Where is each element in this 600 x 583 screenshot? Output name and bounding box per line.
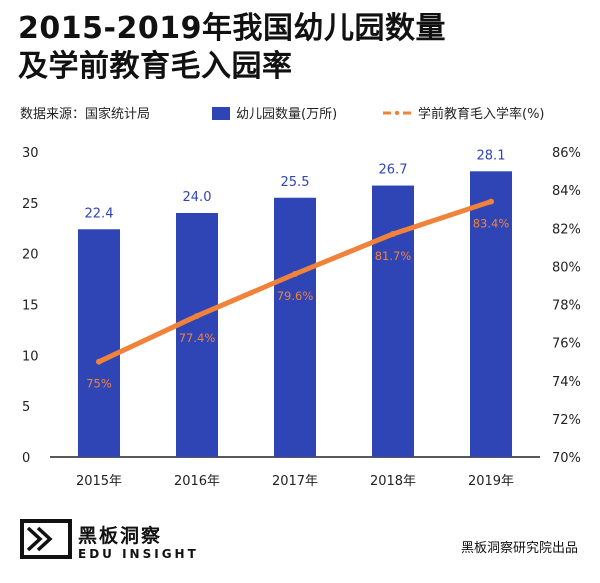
bar — [176, 213, 218, 457]
x-tick-label: 2015年 — [76, 474, 122, 489]
y-right-tick-label: 70% — [552, 451, 581, 466]
line-series: 75% 77.4% 79.6% 81.7% 83.4% — [86, 198, 510, 391]
line-value-label: 81.7% — [375, 249, 412, 263]
y-right-tick-label: 76% — [552, 337, 581, 352]
bar — [470, 171, 512, 458]
y-right-tick-label: 80% — [552, 260, 581, 275]
line-point — [194, 312, 200, 319]
bar — [78, 229, 120, 457]
legend-line-label: 学前教育毛入学率(%) — [418, 106, 545, 122]
y-left-tick-label: 15 — [22, 299, 39, 314]
bar-value-label: 22.4 — [85, 206, 114, 221]
line-point — [488, 198, 494, 205]
y-right-tick-label: 86% — [552, 146, 581, 161]
bar — [372, 185, 414, 458]
y-left-tick-label: 0 — [22, 451, 30, 466]
bar-value-label: 24.0 — [183, 190, 212, 205]
bar-value-label: 25.5 — [281, 175, 310, 190]
x-axis-labels: 2015年 2016年 2017年 2018年 2019年 — [76, 474, 514, 489]
y-right-tick-label: 72% — [552, 413, 581, 428]
x-tick-label: 2019年 — [468, 474, 514, 489]
bar-value-label: 28.1 — [477, 148, 506, 163]
line-value-label: 75% — [86, 377, 112, 391]
y-right-tick-label: 78% — [552, 299, 581, 314]
title-line-2: 及学前教育毛入园率 — [18, 49, 293, 84]
line-value-label: 83.4% — [473, 217, 510, 231]
line-value-label: 77.4% — [179, 331, 216, 345]
y-left-tick-label: 10 — [22, 349, 39, 364]
title-line-1: 2015-2019年我国幼儿园数量 — [18, 11, 446, 46]
line-point — [390, 230, 396, 237]
bar-series: 22.4 24.0 25.5 26.7 28.1 — [78, 148, 512, 458]
legend-line-dot — [394, 110, 400, 116]
credit-text: 黑板洞察研究院出品 — [460, 541, 578, 556]
line-value-label: 79.6% — [277, 289, 314, 303]
y-right-tick-label: 84% — [552, 184, 581, 199]
chart-title: 2015-2019年我国幼儿园数量 及学前教育毛入园率 — [18, 10, 578, 86]
bar-value-label: 26.7 — [379, 163, 408, 178]
data-source-label: 数据来源：国家统计局 — [20, 106, 150, 122]
logo-mark — [20, 519, 72, 559]
x-tick-label: 2016年 — [174, 474, 220, 489]
x-tick-label: 2017年 — [272, 474, 318, 489]
legend-bar-swatch — [212, 107, 230, 120]
axes: 0 5 10 15 20 25 30 70% 72% 74% 76% 78% 80% 82% 84% 86% — [22, 146, 581, 466]
y-right-tick-label: 82% — [552, 222, 581, 237]
y-left-tick-label: 25 — [22, 197, 39, 212]
line-point — [292, 271, 298, 277]
line-point — [96, 358, 102, 365]
logo-subtitle: EDU INSIGHT — [78, 547, 199, 561]
logo-name: 黑板洞察 — [78, 525, 163, 547]
legend-bar-label: 幼儿园数量(万所) — [236, 107, 337, 122]
y-left-tick-label: 5 — [22, 400, 30, 415]
x-tick-label: 2018年 — [370, 474, 416, 489]
bar — [274, 197, 316, 457]
y-left-tick-label: 20 — [22, 248, 39, 263]
legend: 幼儿园数量(万所) 学前教育毛入学率(%) — [212, 106, 545, 122]
y-right-tick-label: 74% — [552, 375, 581, 390]
y-left-tick-label: 30 — [22, 146, 39, 161]
